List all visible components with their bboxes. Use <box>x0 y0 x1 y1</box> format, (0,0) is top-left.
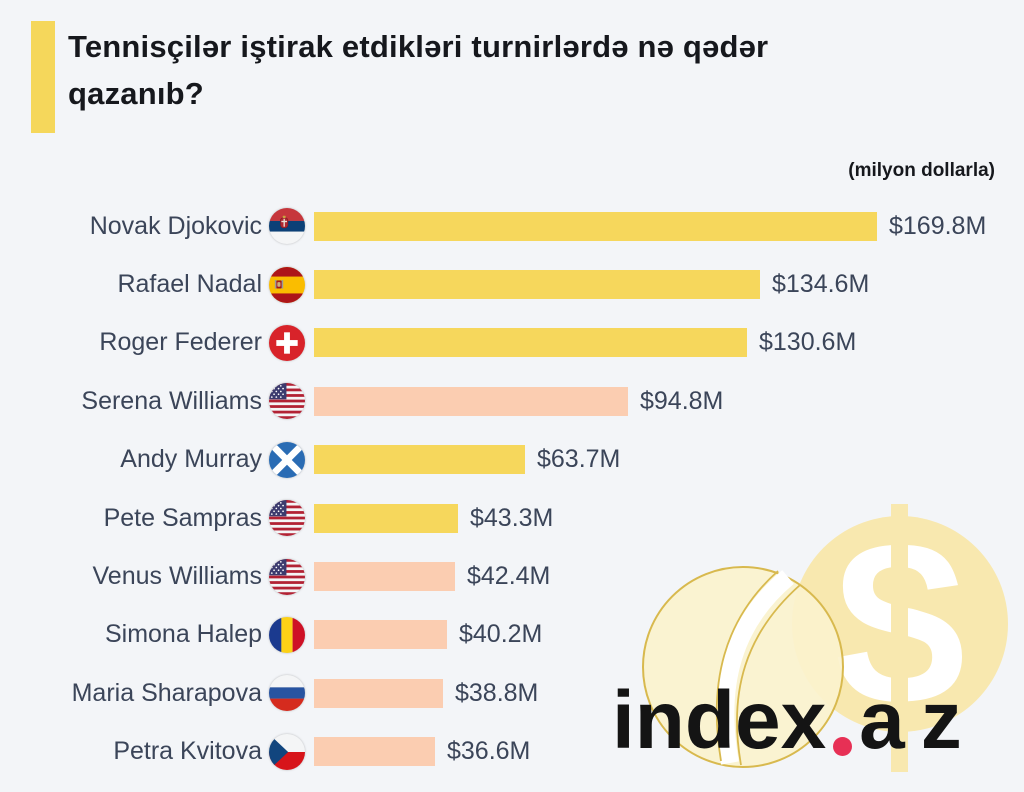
chart-row-roger-federer: Roger Federer $130.6M <box>30 314 994 372</box>
earnings-bar <box>314 445 525 475</box>
player-name: Rafael Nadal <box>117 270 262 299</box>
player-name: Simona Halep <box>104 620 262 649</box>
usa-flag-icon <box>269 500 305 537</box>
chart-row-serena-williams: Serena Williams $94.8M <box>30 372 994 430</box>
player-name: Novak Djokovic <box>89 211 262 240</box>
bar-chart: Novak Djokovic $169.8M Rafael Nadal $134… <box>30 197 994 781</box>
switzerland-flag-icon <box>269 324 305 361</box>
chart-row-venus-williams: Venus Williams $42.4M <box>30 547 994 605</box>
scotland-flag-icon <box>269 441 305 478</box>
earnings-bar <box>314 270 760 300</box>
logo-text-index: index <box>612 675 827 766</box>
earnings-bar <box>314 678 443 708</box>
serbia-flag-icon <box>269 208 305 245</box>
title-accent-bar <box>31 21 55 133</box>
earnings-bar <box>314 620 447 650</box>
earnings-value: $94.8M <box>640 386 724 415</box>
chart-row-simona-halep: Simona Halep $40.2M <box>30 606 994 664</box>
index-az-logo: index az <box>612 680 978 762</box>
earnings-value: $130.6M <box>759 328 857 357</box>
chart-row-andy-murray: Andy Murray $63.7M <box>30 431 994 489</box>
chart-row-novak-djokovic: Novak Djokovic $169.8M <box>30 197 994 255</box>
player-name: Petra Kvitova <box>113 737 262 766</box>
earnings-bar <box>314 211 877 241</box>
earnings-bar <box>314 737 435 767</box>
player-name: Pete Sampras <box>103 503 262 532</box>
russia-flag-icon <box>269 675 305 712</box>
player-name: Venus Williams <box>92 562 263 591</box>
earnings-bar <box>314 503 458 533</box>
chart-row-pete-sampras: Pete Sampras $43.3M <box>30 489 994 547</box>
earnings-value: $42.4M <box>467 562 551 591</box>
unit-note: (milyon dollarla) <box>848 160 995 181</box>
chart-row-rafael-nadal: Rafael Nadal $134.6M <box>30 255 994 313</box>
player-name: Andy Murray <box>120 445 262 474</box>
earnings-bar <box>314 328 747 358</box>
earnings-value: $134.6M <box>772 270 870 299</box>
czech-republic-flag-icon <box>269 733 305 770</box>
logo-text-az: az <box>859 675 978 766</box>
usa-flag-icon <box>269 558 305 595</box>
logo-dot <box>833 737 853 756</box>
earnings-value: $43.3M <box>470 503 554 532</box>
earnings-value: $40.2M <box>459 620 543 649</box>
chart-row-petra-kvitova: Petra Kvitova $36.6M <box>30 723 994 781</box>
page-title: Tennisçilər iştirak etdikləri turnirlərd… <box>68 29 769 111</box>
earnings-value: $38.8M <box>455 678 539 707</box>
earnings-value: $63.7M <box>537 445 621 474</box>
romania-flag-icon <box>269 616 305 653</box>
chart-row-maria-sharapova: Maria Sharapova $38.8M <box>30 664 994 722</box>
player-name: Maria Sharapova <box>71 678 262 707</box>
earnings-bar <box>314 562 455 592</box>
player-name: Roger Federer <box>99 328 262 357</box>
earnings-value: $169.8M <box>889 211 987 240</box>
earnings-value: $36.6M <box>447 737 531 766</box>
earnings-bar <box>314 386 628 416</box>
player-name: Serena Williams <box>81 386 262 415</box>
spain-flag-icon <box>269 266 305 303</box>
usa-flag-icon <box>269 383 305 420</box>
